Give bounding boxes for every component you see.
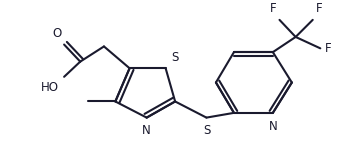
Text: F: F [325, 42, 332, 55]
Text: S: S [171, 51, 179, 64]
Text: F: F [270, 2, 277, 15]
Text: N: N [268, 119, 277, 133]
Text: F: F [316, 2, 322, 15]
Text: HO: HO [42, 81, 59, 94]
Text: O: O [52, 27, 61, 40]
Text: S: S [203, 124, 210, 137]
Text: N: N [142, 124, 151, 137]
